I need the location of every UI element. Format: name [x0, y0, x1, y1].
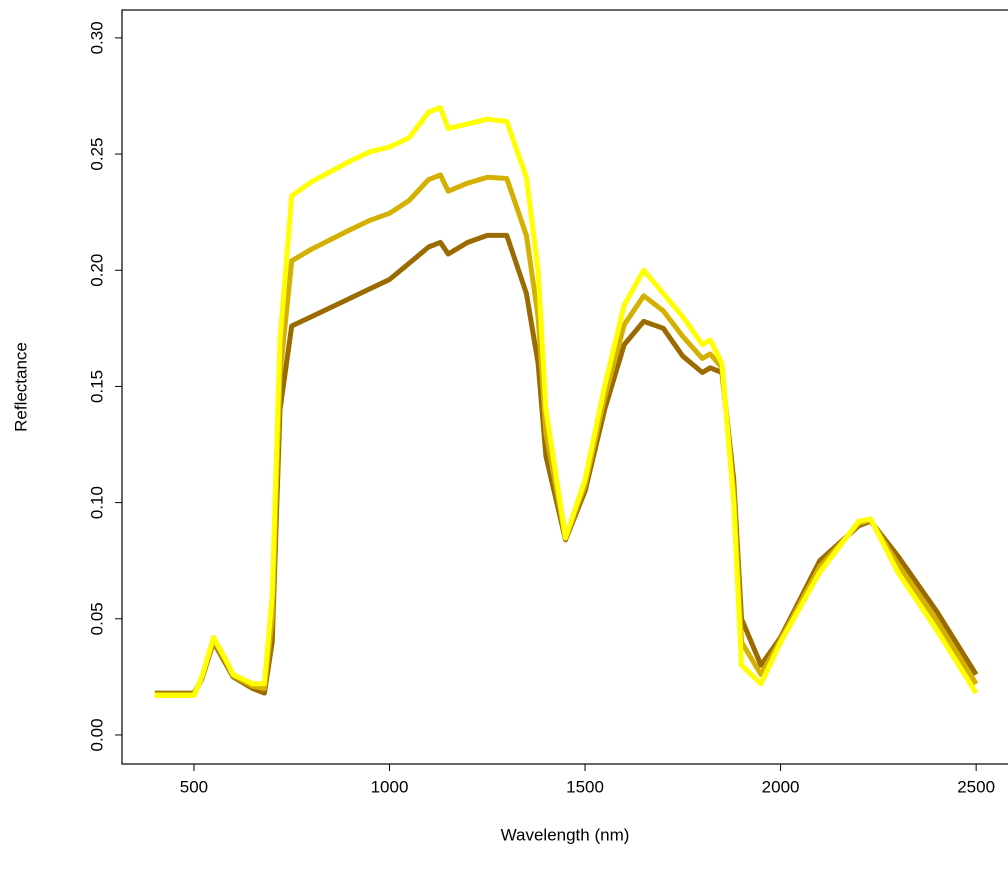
y-tick-label: 0.15 [87, 370, 106, 403]
spectrum-line [154, 172, 979, 697]
y-tick-label: 0.05 [87, 602, 106, 635]
x-tick-label: 500 [180, 777, 208, 796]
spectrum-line [154, 232, 979, 696]
x-axis-title: Wavelength (nm) [501, 825, 630, 844]
y-axis-title: Reflectance [11, 342, 30, 432]
y-tick-label: 0.25 [87, 138, 106, 171]
plot-box [121, 9, 1008, 765]
y-tick-label: 0.10 [87, 486, 106, 519]
y-tick-label: 0.30 [87, 21, 106, 54]
x-tick-label: 1500 [566, 777, 604, 796]
x-tick-label: 1000 [371, 777, 409, 796]
x-tick-label: 2500 [957, 777, 995, 796]
spectrum-line [154, 105, 979, 698]
y-tick-label: 0.00 [87, 718, 106, 751]
x-tick-label: 2000 [762, 777, 800, 796]
y-tick-label: 0.20 [87, 254, 106, 287]
